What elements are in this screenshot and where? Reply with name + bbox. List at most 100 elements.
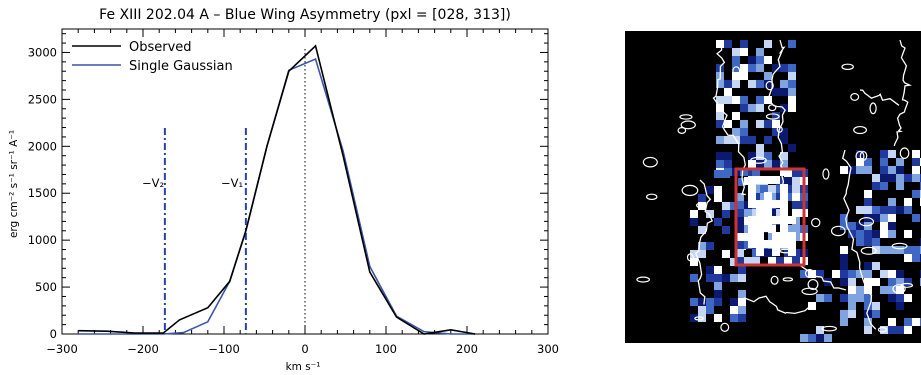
heatmap-cell: [752, 257, 760, 265]
heatmap-cell: [756, 240, 764, 248]
heatmap-cell: [724, 40, 732, 48]
heatmap-cell: [716, 80, 724, 88]
heatmap-cell: [706, 306, 714, 314]
heatmap-cell: [848, 230, 856, 238]
heatmap-cell: [690, 314, 698, 322]
heatmap-cell: [740, 128, 748, 136]
heatmap-cell: [772, 64, 780, 72]
heatmap-cell: [738, 290, 746, 298]
heatmap-cell: [864, 166, 872, 174]
heatmap-cell: [748, 200, 756, 208]
heatmap-contour-blob: [860, 246, 877, 255]
heatmap-cell: [840, 294, 848, 302]
heatmap-cell: [896, 326, 904, 334]
heatmap-cell: [722, 274, 730, 282]
heatmap-cell: [848, 278, 856, 286]
heatmap-contour-blob: [859, 150, 868, 161]
heatmap-cell: [690, 298, 698, 306]
x-tick-label: 300: [537, 342, 559, 356]
heatmap-cell: [716, 96, 724, 104]
heatmap-cell: [896, 294, 904, 302]
heatmap-cell: [772, 176, 780, 184]
heatmap-cell: [848, 310, 856, 318]
heatmap-cell: [788, 40, 796, 48]
heatmap-cell: [888, 222, 896, 230]
heatmap-cell: [716, 40, 724, 48]
heatmap-cell: [772, 232, 780, 240]
heatmap-cell: [856, 206, 864, 214]
heatmap-cell: [748, 152, 756, 160]
heatmap-cell: [880, 286, 888, 294]
heatmap-cell: [714, 274, 722, 282]
heatmap-cell: [716, 112, 724, 120]
heatmap-cell: [880, 214, 888, 222]
heatmap-cell: [732, 128, 740, 136]
heatmap-cell: [724, 96, 732, 104]
heatmap-cell: [736, 241, 744, 249]
heatmap-cell: [904, 246, 912, 254]
heatmap-cell: [748, 64, 756, 72]
heatmap-cell: [756, 248, 764, 256]
heatmap-cell: [888, 174, 896, 182]
heatmap-cell: [772, 248, 780, 256]
heatmap-cell: [780, 160, 788, 168]
heatmap-cell: [714, 282, 722, 290]
heatmap-cell: [764, 136, 772, 144]
y-tick-label: 1000: [28, 233, 57, 247]
heatmap-cell: [748, 80, 756, 88]
heatmap-cell: [740, 120, 748, 128]
heatmap-cell: [872, 230, 880, 238]
x-axis-label: km s⁻¹: [286, 361, 321, 373]
heatmap-cell: [756, 56, 764, 64]
heatmap-cell: [764, 120, 772, 128]
v2-label: −V₂: [142, 176, 164, 190]
heatmap-cell: [864, 286, 872, 294]
heatmap-cell: [724, 152, 732, 160]
heatmap-cell: [880, 206, 888, 214]
heatmap-contour: [841, 149, 877, 330]
heatmap-cell: [880, 222, 888, 230]
heatmap-cell: [698, 202, 706, 210]
heatmap-cell: [792, 169, 800, 177]
heatmap-cell: [764, 200, 772, 208]
heatmap-cell: [714, 194, 722, 202]
heatmap-cell: [880, 158, 888, 166]
heatmap-cell: [772, 112, 780, 120]
heatmap-contour-blob: [811, 217, 821, 228]
heatmap-cell: [904, 278, 912, 286]
heatmap-cell: [816, 326, 824, 334]
highlight-box: [734, 167, 806, 267]
heatmap-cell: [740, 64, 748, 72]
heatmap-cell: [772, 88, 780, 96]
heatmap-cell: [764, 240, 772, 248]
heatmap-cell: [732, 72, 740, 80]
heatmap-cell: [896, 302, 904, 310]
heatmap-cell: [912, 318, 920, 326]
heatmap-cell: [788, 88, 796, 96]
heatmap-cell: [732, 96, 740, 104]
heatmap-cell: [912, 246, 920, 254]
heatmap-cell: [840, 278, 848, 286]
heatmap-cell: [856, 222, 864, 230]
heatmap-cell: [780, 128, 788, 136]
heatmap-cell: [840, 270, 848, 278]
heatmap-cell: [756, 200, 764, 208]
heatmap-cell: [716, 136, 724, 144]
heatmap-cell: [724, 136, 732, 144]
heatmap-cell: [780, 224, 788, 232]
heatmap-cell: [856, 294, 864, 302]
heatmap-cell: [864, 230, 872, 238]
heatmap-cell: [896, 174, 904, 182]
heatmap-cell: [896, 158, 904, 166]
heatmap-cell: [730, 258, 738, 266]
x-tick-label: −300: [46, 342, 78, 356]
heatmap-cell: [716, 160, 724, 168]
heatmap-cell: [768, 257, 776, 265]
series-line-single-gaussian: [78, 57, 476, 335]
heatmap-cell: [816, 270, 824, 278]
heatmap-cell: [738, 314, 746, 322]
heatmap-cell: [896, 166, 904, 174]
heatmap-cell: [816, 294, 824, 302]
heatmap-cell: [888, 246, 896, 254]
heatmap-cell: [730, 274, 738, 282]
